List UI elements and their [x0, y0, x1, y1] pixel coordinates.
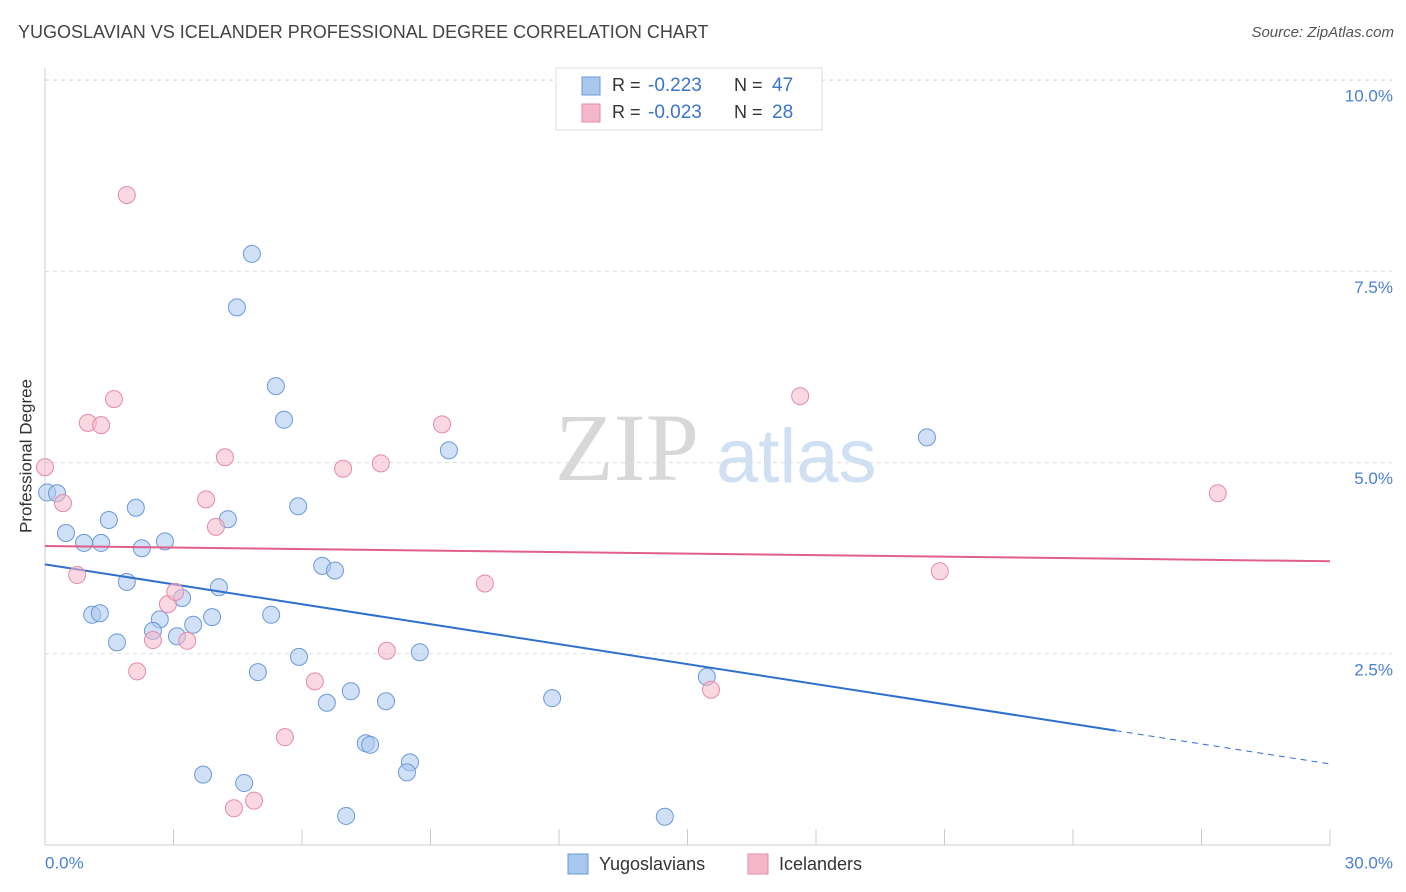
- data-point: [56, 523, 75, 542]
- data-point: [791, 387, 810, 406]
- chart-title: YUGOSLAVIAN VS ICELANDER PROFESSIONAL DE…: [18, 22, 709, 42]
- watermark: ZIP: [555, 394, 699, 501]
- y-tick-label: 2.5%: [1354, 660, 1393, 679]
- watermark: atlas: [716, 414, 877, 499]
- legend-r-value: -0.223: [648, 75, 702, 96]
- data-point: [397, 763, 416, 782]
- data-point: [242, 244, 261, 263]
- data-point: [197, 490, 216, 509]
- legend-swatch: [567, 853, 589, 875]
- data-point: [275, 410, 294, 429]
- trend-line: [44, 544, 1331, 563]
- data-point: [68, 566, 87, 585]
- legend-n-value: 47: [772, 75, 793, 96]
- data-point: [376, 692, 395, 711]
- data-point: [1208, 484, 1227, 503]
- legend-n-label: N =: [734, 75, 763, 95]
- data-point: [99, 510, 118, 529]
- data-point: [475, 574, 494, 593]
- data-point: [289, 497, 308, 516]
- data-point: [361, 735, 380, 754]
- data-point: [155, 532, 174, 551]
- data-point: [227, 298, 246, 317]
- data-point: [266, 377, 285, 396]
- legend-label: Yugoslavians: [599, 854, 705, 874]
- trend-line-dashed: [1115, 730, 1331, 765]
- legend-swatch: [581, 76, 601, 96]
- data-point: [262, 605, 281, 624]
- data-point: [275, 728, 294, 747]
- source: Source: ZipAtlas.com: [1251, 24, 1394, 41]
- data-point: [371, 454, 390, 473]
- data-point: [166, 582, 185, 601]
- legend-swatch: [581, 103, 601, 123]
- data-point: [126, 498, 145, 517]
- x-tick-label: 30.0%: [1345, 853, 1393, 872]
- data-point: [132, 539, 151, 558]
- legend-r-value: -0.023: [648, 102, 702, 123]
- legend-r-label: R =: [612, 102, 641, 122]
- data-point: [410, 643, 429, 662]
- data-point: [107, 633, 126, 652]
- data-point: [74, 533, 93, 552]
- data-point: [341, 682, 360, 701]
- data-point: [178, 631, 197, 650]
- data-point: [439, 441, 458, 460]
- data-point: [224, 799, 243, 818]
- data-point: [317, 693, 336, 712]
- legend-n-value: 28: [772, 102, 793, 123]
- data-point: [215, 448, 234, 467]
- data-point: [930, 562, 949, 581]
- data-point: [92, 416, 111, 435]
- legend-r-label: R =: [612, 75, 641, 95]
- data-point: [917, 428, 936, 447]
- x-tick-label: 0.0%: [45, 853, 84, 872]
- data-point: [235, 774, 254, 793]
- data-point: [194, 765, 213, 784]
- data-point: [702, 680, 721, 699]
- y-axis-label: Professional Degree: [16, 379, 35, 533]
- data-point: [184, 615, 203, 634]
- data-point: [433, 415, 452, 434]
- data-point: [143, 631, 162, 650]
- data-point: [117, 185, 136, 204]
- data-point: [305, 672, 324, 691]
- y-tick-label: 10.0%: [1345, 87, 1393, 106]
- y-tick-label: 5.0%: [1354, 469, 1393, 488]
- data-point: [337, 806, 356, 825]
- data-point: [245, 791, 264, 810]
- data-point: [543, 689, 562, 708]
- y-tick-label: 7.5%: [1354, 278, 1393, 297]
- data-point: [53, 494, 72, 513]
- data-point: [377, 641, 396, 660]
- data-point: [248, 663, 267, 682]
- data-point: [36, 458, 54, 477]
- trend-line: [44, 563, 1116, 732]
- data-point: [92, 533, 111, 552]
- data-point: [128, 662, 147, 681]
- data-point: [334, 459, 353, 478]
- data-point: [203, 608, 222, 627]
- legend-swatch: [747, 853, 769, 875]
- data-point: [655, 807, 674, 826]
- legend-label: Icelanders: [779, 854, 862, 874]
- data-point: [206, 517, 225, 536]
- data-point: [90, 604, 109, 623]
- data-point: [104, 390, 123, 409]
- data-point: [325, 561, 344, 580]
- data-point: [290, 647, 309, 666]
- legend-n-label: N =: [734, 102, 763, 122]
